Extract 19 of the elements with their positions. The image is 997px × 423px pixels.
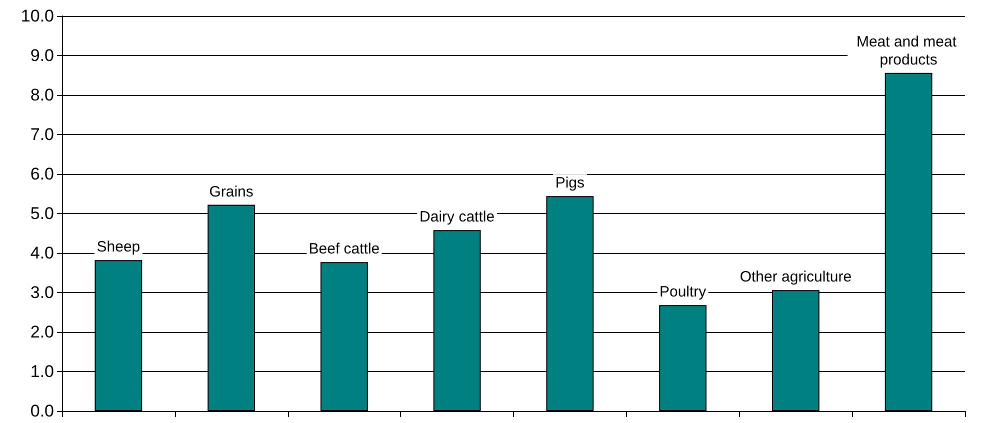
x-tick-label: Pigs bbox=[555, 174, 585, 192]
x-tick-label: Meat and meat products bbox=[856, 33, 961, 68]
x-tick-label: Dairy cattle bbox=[420, 208, 495, 226]
x-tick-label: Beef cattle bbox=[308, 240, 380, 258]
x-tick-label: Grains bbox=[209, 183, 254, 200]
x-tick-label: Other agriculture bbox=[740, 268, 852, 286]
y-tick-label: 3.0 bbox=[30, 283, 54, 302]
x-tick-label: Poultry bbox=[659, 284, 707, 301]
y-tick-label: 4.0 bbox=[30, 244, 54, 262]
x-tick-label: Sheep bbox=[96, 238, 140, 256]
y-tick-label: 5.0 bbox=[30, 204, 54, 223]
y-tick-label: 10.0 bbox=[20, 6, 54, 26]
y-tick-label: 9.0 bbox=[30, 46, 54, 65]
y-tick-label: 1.0 bbox=[30, 362, 54, 381]
y-tick-label: 0.0 bbox=[30, 402, 54, 420]
y-tick-label: 2.0 bbox=[30, 322, 54, 342]
y-tick-label: 6.0 bbox=[30, 164, 54, 184]
y-tick-label: 7.0 bbox=[30, 125, 54, 144]
y-tick-label: 8.0 bbox=[30, 86, 54, 104]
